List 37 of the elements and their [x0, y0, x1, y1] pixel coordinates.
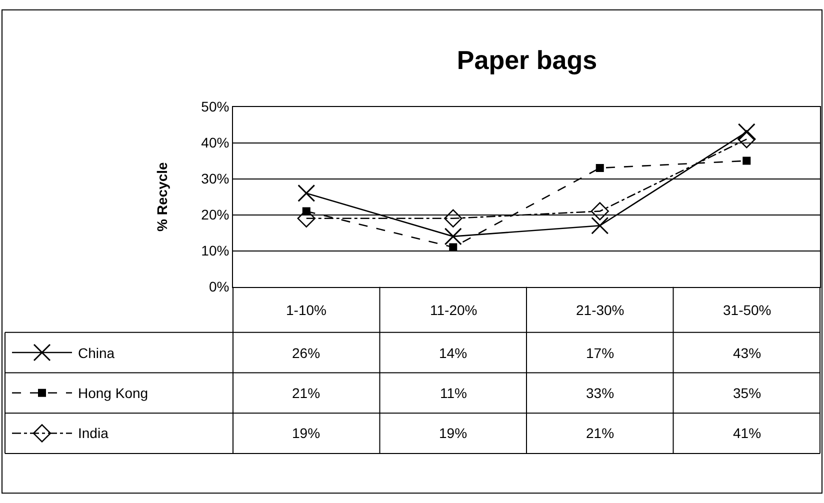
- data-label: 11%: [440, 385, 467, 401]
- x-tick-label: 1-10%: [286, 302, 326, 318]
- data-label: 14%: [439, 345, 468, 361]
- y-tick-label: 30%: [201, 170, 230, 187]
- y-tick-label: 40%: [201, 134, 230, 151]
- y-tick-label: 0%: [208, 278, 230, 295]
- point: [738, 123, 756, 141]
- point: [596, 164, 604, 172]
- data-label: 41%: [733, 425, 762, 441]
- data-label: 35%: [733, 385, 762, 401]
- data-label: 26%: [292, 345, 320, 361]
- y-tick-label: 10%: [201, 242, 230, 259]
- x-tick-label: 21-30%: [576, 302, 624, 318]
- point: [444, 209, 462, 228]
- data-label: 19%: [292, 425, 320, 441]
- y-axis-title: % Recycle: [154, 162, 170, 232]
- data-label: 33%: [586, 385, 614, 401]
- data-label: 43%: [733, 345, 762, 361]
- point: [591, 216, 609, 234]
- point: [590, 202, 609, 220]
- point: [738, 130, 756, 148]
- point: [449, 243, 458, 252]
- point: [298, 184, 316, 202]
- legend-label: India: [78, 425, 109, 441]
- data-label: 19%: [439, 425, 468, 441]
- data-label: 21%: [292, 385, 320, 401]
- chart-title: Paper bags: [456, 45, 598, 76]
- y-tick-label: 20%: [201, 206, 230, 223]
- y-tick-label: 50%: [201, 98, 230, 115]
- data-label: 17%: [586, 345, 614, 361]
- data-label: 21%: [586, 425, 614, 441]
- point: [742, 156, 751, 165]
- point: [444, 228, 462, 246]
- x-tick-label: 31-50%: [723, 302, 772, 318]
- legend-label: Hong Kong: [78, 385, 148, 401]
- x-tick-label: 11-20%: [430, 302, 478, 318]
- legend-label: China: [78, 345, 115, 361]
